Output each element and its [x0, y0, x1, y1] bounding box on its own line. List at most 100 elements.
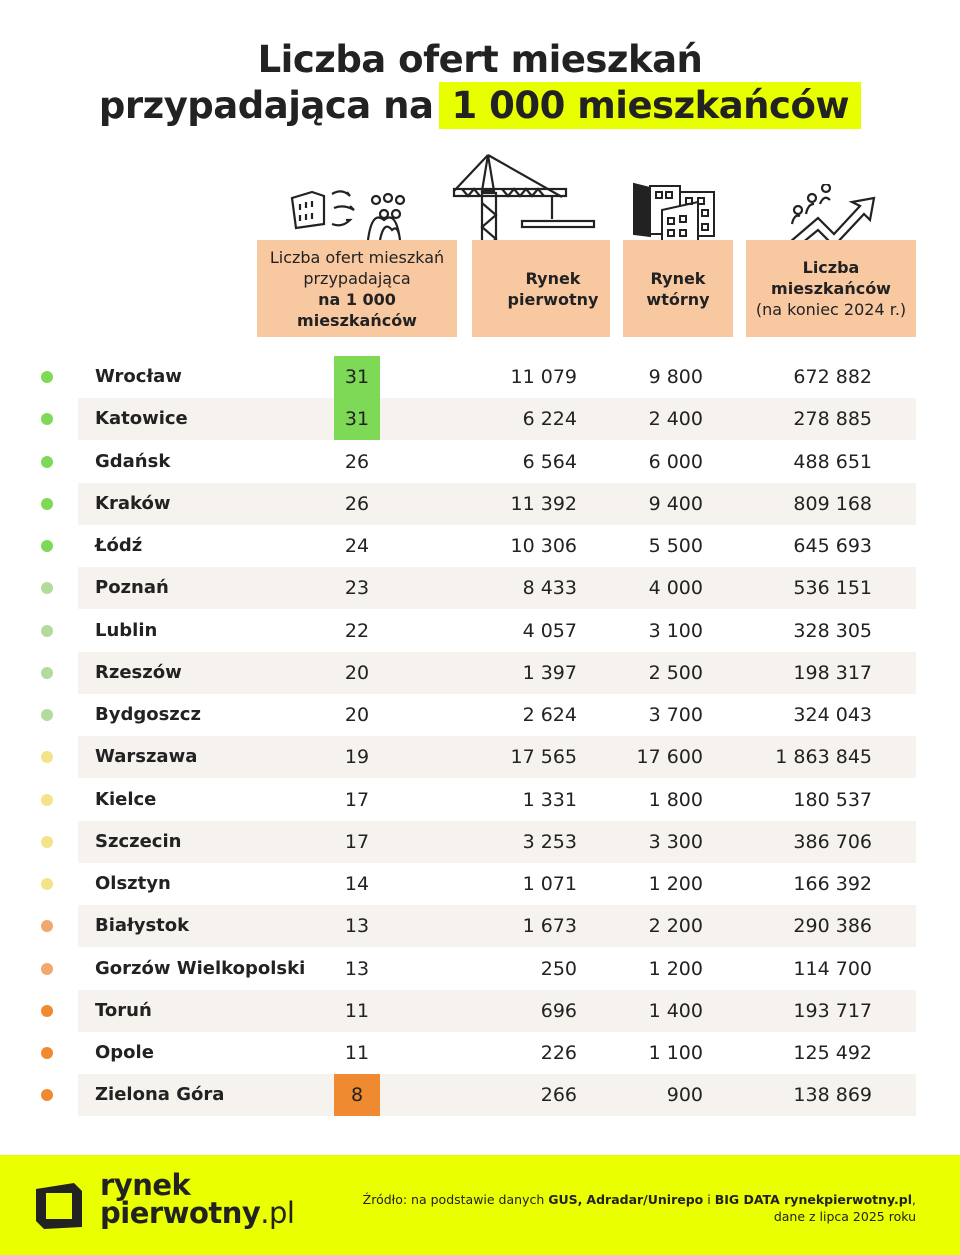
population: 290 386 — [793, 915, 872, 938]
primary-market-offers: 1 673 — [522, 915, 577, 938]
table-row: Kraków 26 11 392 9 400 809 168 — [0, 482, 960, 525]
primary-market-offers: 250 — [540, 957, 577, 980]
primary-market-offers: 6 564 — [522, 450, 577, 473]
tier-dot — [41, 878, 53, 890]
population: 278 885 — [793, 408, 872, 431]
primary-market-offers: 4 057 — [522, 619, 577, 642]
table-row: Poznań 23 8 433 4 000 536 151 — [0, 567, 960, 610]
population: 386 706 — [793, 830, 872, 853]
table-row: Kielce 17 1 331 1 800 180 537 — [0, 779, 960, 821]
primary-market-offers: 17 565 — [510, 746, 577, 769]
secondary-market-offers: 2 400 — [648, 408, 703, 431]
secondary-market-offers: 1 100 — [648, 1042, 703, 1064]
city-name: Warszawa — [95, 746, 198, 768]
offers-per-1000: 31 — [334, 398, 380, 441]
table-row: Lublin 22 4 057 3 100 328 305 — [0, 610, 960, 652]
header-population: Liczba mieszkańców (na koniec 2024 r.) — [746, 240, 916, 337]
city-name: Szczecin — [95, 830, 182, 852]
city-name: Rzeszów — [95, 661, 182, 683]
offers-per-1000: 17 — [344, 788, 370, 811]
tier-dot — [41, 751, 53, 764]
table-row: Bydgoszcz 20 2 624 3 700 324 043 — [0, 694, 960, 736]
offers-per-1000: 26 — [344, 492, 370, 515]
source-adradar: Adradar/Unirepo — [586, 1192, 704, 1207]
city-name: Olsztyn — [95, 873, 171, 894]
secondary-market-offers: 900 — [666, 1084, 703, 1107]
city-name: Katowice — [95, 408, 188, 430]
tier-dot — [41, 1004, 53, 1017]
city-name: Gdańsk — [95, 450, 171, 472]
header-text: Liczba ofert mieszkań — [269, 247, 445, 267]
secondary-market-offers: 6 000 — [648, 450, 703, 473]
tier-dot — [41, 666, 53, 679]
tier-dot — [41, 497, 53, 510]
tier-dot — [41, 793, 53, 806]
table-row: Warszawa 19 17 565 17 600 1 863 845 — [0, 736, 960, 779]
secondary-market-offers: 1 200 — [648, 873, 703, 895]
logo-icon — [36, 1183, 82, 1229]
footer: rynek pierwotny.pl Źródło: na podstawie … — [0, 1155, 960, 1255]
apartment-blocks-icon — [633, 182, 715, 245]
table-row: Szczecin 17 3 253 3 300 386 706 — [0, 820, 960, 863]
primary-market-offers: 11 392 — [510, 492, 577, 515]
header-text: na 1 000 — [318, 289, 396, 309]
offers-per-1000: 8 — [334, 1074, 380, 1117]
source-text: i — [703, 1192, 715, 1207]
header-text: mieszkańców — [771, 279, 891, 298]
offers-per-1000: 14 — [344, 873, 370, 895]
header-text: Rynek — [525, 268, 581, 288]
population: 193 717 — [793, 999, 872, 1022]
city-name: Gorzów Wielkopolski — [95, 957, 306, 979]
logo-line1: rynek — [100, 1168, 191, 1202]
city-name: Poznań — [95, 577, 169, 599]
offers-per-1000: 24 — [344, 535, 370, 557]
offers-per-1000: 13 — [344, 957, 370, 980]
source-bigdata: BIG DATA rynekpierwotny.pl — [714, 1192, 913, 1207]
title-highlight: 1 000 mieszkańców — [439, 82, 862, 129]
population: 809 168 — [793, 492, 872, 515]
tier-dot — [41, 709, 53, 721]
header-text: pierwotny — [507, 289, 599, 309]
population-growth-icon — [788, 184, 876, 248]
table-row: Olsztyn 14 1 071 1 200 166 392 — [0, 863, 960, 905]
population: 324 043 — [793, 704, 872, 726]
primary-market-offers: 1 397 — [522, 661, 577, 684]
population: 488 651 — [793, 450, 872, 473]
population: 125 492 — [793, 1042, 872, 1064]
primary-market-offers: 3 253 — [522, 830, 577, 853]
tier-dot — [41, 413, 53, 426]
city-name: Łódź — [95, 535, 143, 556]
table-row: Gorzów Wielkopolski 13 250 1 200 114 700 — [0, 948, 960, 990]
tier-dot — [41, 962, 53, 975]
secondary-market-offers: 17 600 — [636, 746, 703, 769]
tier-dot — [41, 1047, 53, 1059]
table-row: Rzeszów 20 1 397 2 500 198 317 — [0, 651, 960, 694]
primary-market-offers: 11 079 — [510, 366, 577, 388]
buildings-to-people-icon — [290, 190, 406, 241]
tier-dot — [41, 371, 53, 383]
logo-line2: pierwotny — [100, 1196, 261, 1230]
source-date: dane z lipca 2025 roku — [773, 1209, 916, 1224]
secondary-market-offers: 9 400 — [648, 492, 703, 515]
population: 114 700 — [793, 957, 872, 980]
population: 180 537 — [793, 788, 872, 811]
secondary-market-offers: 3 100 — [648, 619, 703, 642]
population: 645 693 — [793, 535, 872, 557]
table-row: Toruń 11 696 1 400 193 717 — [0, 989, 960, 1032]
primary-market-offers: 10 306 — [510, 535, 577, 557]
offers-per-1000: 11 — [344, 999, 370, 1022]
source-text: Źródło: na podstawie danych — [362, 1192, 549, 1207]
population: 672 882 — [793, 366, 872, 388]
table-row: Opole 11 226 1 100 125 492 — [0, 1032, 960, 1074]
source-gus: GUS, — [548, 1192, 583, 1207]
primary-market-offers: 696 — [540, 999, 577, 1022]
secondary-market-offers: 2 500 — [648, 661, 703, 684]
primary-market-offers: 6 224 — [522, 408, 577, 431]
city-name: Wrocław — [95, 366, 182, 387]
city-name: Bydgoszcz — [95, 704, 201, 725]
tier-dot — [41, 624, 53, 637]
city-name: Zielona Góra — [95, 1084, 225, 1106]
offers-per-1000: 13 — [344, 915, 370, 938]
page-title-line1: Liczba ofert mieszkań — [257, 38, 703, 81]
city-name: Białystok — [95, 915, 190, 937]
